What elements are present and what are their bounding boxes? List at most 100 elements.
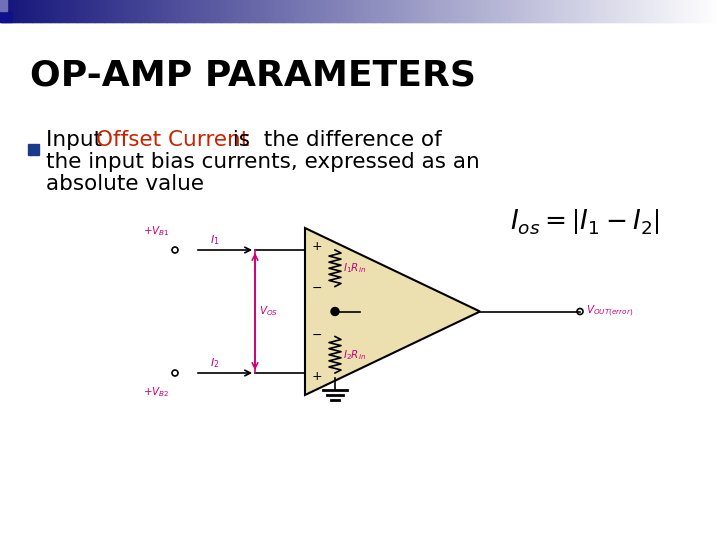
Bar <box>200 0 202 22</box>
Bar <box>329 0 332 22</box>
Bar <box>58 0 60 22</box>
Bar <box>572 0 575 22</box>
Bar <box>599 0 602 22</box>
Bar <box>613 0 616 22</box>
Bar <box>621 0 624 22</box>
Bar <box>14 0 17 22</box>
Bar <box>445 0 447 22</box>
Bar <box>83 0 86 22</box>
Bar <box>126 0 129 22</box>
Bar <box>569 0 572 22</box>
Bar <box>193 0 195 22</box>
Bar <box>97 0 100 22</box>
Bar <box>521 0 523 22</box>
Bar <box>287 0 289 22</box>
Bar <box>248 0 251 22</box>
Bar <box>53 0 55 22</box>
Bar <box>288 0 291 22</box>
Bar <box>671 0 674 22</box>
Bar <box>392 0 395 22</box>
Bar <box>719 0 720 22</box>
Bar <box>4 0 6 22</box>
Bar <box>176 0 179 22</box>
Bar <box>241 0 244 22</box>
Bar <box>523 0 526 22</box>
Bar <box>323 0 325 22</box>
Bar <box>115 0 118 22</box>
Circle shape <box>331 307 339 315</box>
Bar <box>713 0 716 22</box>
Bar <box>619 0 622 22</box>
Bar <box>601 0 604 22</box>
Bar <box>539 0 541 22</box>
Text: $I_1R_{in}$: $I_1R_{in}$ <box>343 261 366 275</box>
Bar <box>310 0 312 22</box>
Bar <box>637 0 640 22</box>
Bar <box>662 0 665 22</box>
Bar <box>508 0 510 22</box>
Bar <box>608 0 611 22</box>
Bar <box>121 0 123 22</box>
Bar <box>400 0 402 22</box>
Bar <box>482 0 485 22</box>
Bar <box>167 0 170 22</box>
Bar <box>94 0 96 22</box>
Bar <box>155 0 158 22</box>
Bar <box>603 0 606 22</box>
Bar <box>395 0 397 22</box>
Bar <box>137 0 140 22</box>
Bar <box>457 0 460 22</box>
Bar <box>360 0 363 22</box>
Bar <box>589 0 591 22</box>
Bar <box>1 0 4 22</box>
Bar <box>72 0 75 22</box>
Bar <box>639 0 642 22</box>
Bar <box>522 0 525 22</box>
Bar <box>436 0 438 22</box>
Bar <box>107 0 109 22</box>
Bar <box>306 0 309 22</box>
Bar <box>265 0 267 22</box>
Bar <box>36 0 39 22</box>
Bar <box>295 0 298 22</box>
Bar <box>150 0 152 22</box>
Bar <box>510 0 512 22</box>
Bar <box>215 0 217 22</box>
Bar <box>191 0 194 22</box>
Bar <box>256 0 258 22</box>
Bar <box>706 0 708 22</box>
Bar <box>618 0 620 22</box>
Bar <box>709 0 712 22</box>
Bar <box>362 0 364 22</box>
Bar <box>488 0 490 22</box>
Bar <box>679 0 681 22</box>
Bar <box>85 0 87 22</box>
Bar <box>459 0 462 22</box>
Bar <box>505 0 508 22</box>
Bar <box>446 0 449 22</box>
Bar <box>342 0 345 22</box>
Bar <box>697 0 699 22</box>
Bar <box>251 0 253 22</box>
Bar <box>688 0 690 22</box>
Bar <box>142 0 145 22</box>
Bar <box>531 0 534 22</box>
Bar <box>252 0 255 22</box>
Bar <box>409 0 411 22</box>
Bar <box>45 0 48 22</box>
Bar <box>454 0 456 22</box>
Bar <box>665 0 667 22</box>
Bar <box>426 0 429 22</box>
Bar <box>526 0 528 22</box>
Bar <box>0 12 12 22</box>
Bar <box>319 0 321 22</box>
Bar <box>416 0 418 22</box>
Bar <box>383 0 386 22</box>
Bar <box>630 0 633 22</box>
Bar <box>541 0 544 22</box>
Bar <box>647 0 649 22</box>
Text: Offset Current: Offset Current <box>96 130 249 150</box>
Bar <box>407 0 410 22</box>
Bar <box>365 0 368 22</box>
Bar <box>513 0 516 22</box>
